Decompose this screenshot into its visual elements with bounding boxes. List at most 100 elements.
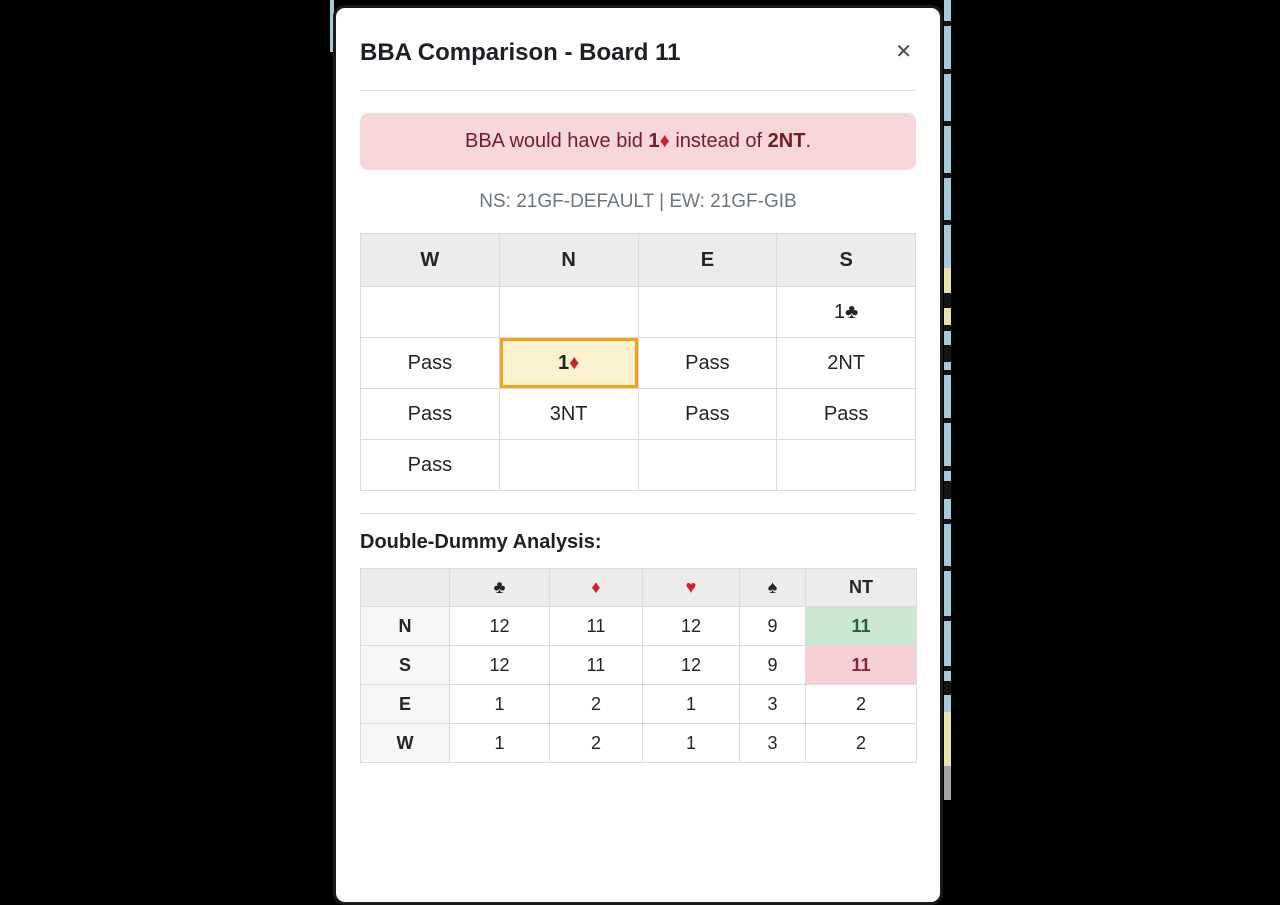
strip-segment <box>944 325 951 331</box>
header-divider <box>360 90 916 91</box>
close-icon: ✕ <box>895 41 912 63</box>
bid-cell: Pass <box>637 337 778 389</box>
spade-suit-icon: ♠ <box>739 568 806 607</box>
modal-header: BBA Comparison - Board 11 ✕ <box>360 8 916 68</box>
strip-segment <box>944 616 951 621</box>
dd-cell: 2 <box>549 684 643 724</box>
section-divider <box>360 513 916 514</box>
bid-cell <box>360 286 500 338</box>
dd-row-south: S 12 11 12 9 11 <box>360 645 917 685</box>
strip-segment <box>944 293 951 308</box>
dd-cell: 1 <box>642 684 740 724</box>
dd-cell: 11 <box>549 606 643 646</box>
bid-cell <box>498 439 639 491</box>
dd-row-west: W 1 2 1 3 2 <box>360 723 917 763</box>
background-page-strip <box>944 0 951 800</box>
dd-header-row: ♣ ♦ ♥ ♠ NT <box>360 568 917 607</box>
dd-cell: 3 <box>739 684 806 724</box>
dd-cell: 12 <box>642 645 740 685</box>
dd-cell: 9 <box>739 606 806 646</box>
club-suit-icon: ♣ <box>449 568 550 607</box>
actual-bid: 2NT <box>767 130 806 152</box>
bba-bid-rank: 1 <box>648 130 660 152</box>
strip-segment <box>944 21 951 26</box>
bid-difference-alert: BBA would have bid 1♦ instead of 2NT. <box>360 113 916 170</box>
bba-comparison-modal: BBA Comparison - Board 11 ✕ BBA would ha… <box>333 5 943 905</box>
strip-segment <box>944 466 951 471</box>
alert-text: . <box>805 130 811 152</box>
seat-label: W <box>360 723 450 763</box>
strip-segment <box>944 519 951 524</box>
strip-segment <box>944 418 951 423</box>
bid-cell <box>776 439 916 491</box>
bba-suggested-bid-cell: 1♦ <box>498 337 639 389</box>
bid-cell: Pass <box>637 388 778 440</box>
bid-cell <box>498 286 639 338</box>
bid-cell: 3NT <box>498 388 639 440</box>
dd-cell: 9 <box>739 645 806 685</box>
strip-segment <box>944 345 951 362</box>
strip-segment <box>944 766 951 800</box>
dd-corner-cell <box>360 568 450 607</box>
dd-cell: 1 <box>449 723 550 763</box>
modal-title: BBA Comparison - Board 11 <box>360 39 681 66</box>
bid-cell <box>637 286 778 338</box>
bid-cell: Pass <box>360 439 500 491</box>
dd-cell-nt-highlight-green: 11 <box>805 606 917 646</box>
background-page-sliver <box>330 0 334 52</box>
nt-header: NT <box>805 568 917 607</box>
dd-cell: 12 <box>449 606 550 646</box>
diamond-suit-icon: ♦ <box>659 130 670 152</box>
strip-segment <box>944 666 951 671</box>
seat-label: E <box>360 684 450 724</box>
strip-segment <box>944 370 951 375</box>
strip-segment <box>944 173 951 178</box>
seat-header-w: W <box>360 233 500 287</box>
strip-segment <box>944 681 951 695</box>
close-button[interactable]: ✕ <box>891 38 916 66</box>
dd-cell: 1 <box>449 684 550 724</box>
seat-label: N <box>360 606 450 646</box>
dd-row-east: E 1 2 1 3 2 <box>360 684 917 724</box>
dd-analysis-title: Double-Dummy Analysis: <box>360 531 602 553</box>
bid-cell: 2NT <box>776 337 916 389</box>
bid-rank: 1 <box>557 351 570 374</box>
dd-cell: 2 <box>549 723 643 763</box>
seat-header-n: N <box>498 233 639 287</box>
dd-cell: 3 <box>739 723 806 763</box>
dd-cell: 1 <box>642 723 740 763</box>
seat-header-e: E <box>637 233 778 287</box>
bid-cell: 1♣ <box>776 286 916 338</box>
dd-cell: 11 <box>549 645 643 685</box>
diamond-suit-icon: ♦ <box>569 351 580 374</box>
strip-segment <box>944 566 951 571</box>
strip-segment <box>944 481 951 499</box>
dd-row-north: N 12 11 12 9 11 <box>360 606 917 646</box>
bidding-row: Pass <box>360 439 916 491</box>
strip-segment <box>944 712 951 766</box>
bid-cell: Pass <box>360 388 500 440</box>
seat-label: S <box>360 645 450 685</box>
bidding-row: 1♣ <box>360 286 916 338</box>
dd-cell: 12 <box>642 606 740 646</box>
bid-cell: Pass <box>360 337 500 389</box>
seat-header-s: S <box>776 233 916 287</box>
bidding-header-row: W N E S <box>360 233 916 287</box>
dd-cell: 2 <box>805 723 917 763</box>
bid-cell: Pass <box>776 388 916 440</box>
alert-text: BBA would have bid <box>464 130 649 152</box>
bidding-row: Pass 3NT Pass Pass <box>360 388 916 440</box>
bidding-table: W N E S 1♣ Pass 1♦ Pass 2NT <box>360 233 916 491</box>
bid-cell <box>637 439 778 491</box>
strip-segment <box>944 220 951 225</box>
strip-segment <box>944 121 951 126</box>
diamond-suit-icon: ♦ <box>549 568 643 607</box>
heart-suit-icon: ♥ <box>642 568 740 607</box>
systems-line: NS: 21GF-DEFAULT | EW: 21GF-GIB <box>479 191 797 212</box>
dd-cell: 12 <box>449 645 550 685</box>
dd-analysis-table: ♣ ♦ ♥ ♠ NT N 12 11 12 9 11 S 1 <box>360 568 917 763</box>
dd-cell-nt-highlight-pink: 11 <box>805 645 917 685</box>
alert-text: instead of <box>669 130 768 152</box>
bidding-row: Pass 1♦ Pass 2NT <box>360 337 916 389</box>
strip-segment <box>944 69 951 74</box>
